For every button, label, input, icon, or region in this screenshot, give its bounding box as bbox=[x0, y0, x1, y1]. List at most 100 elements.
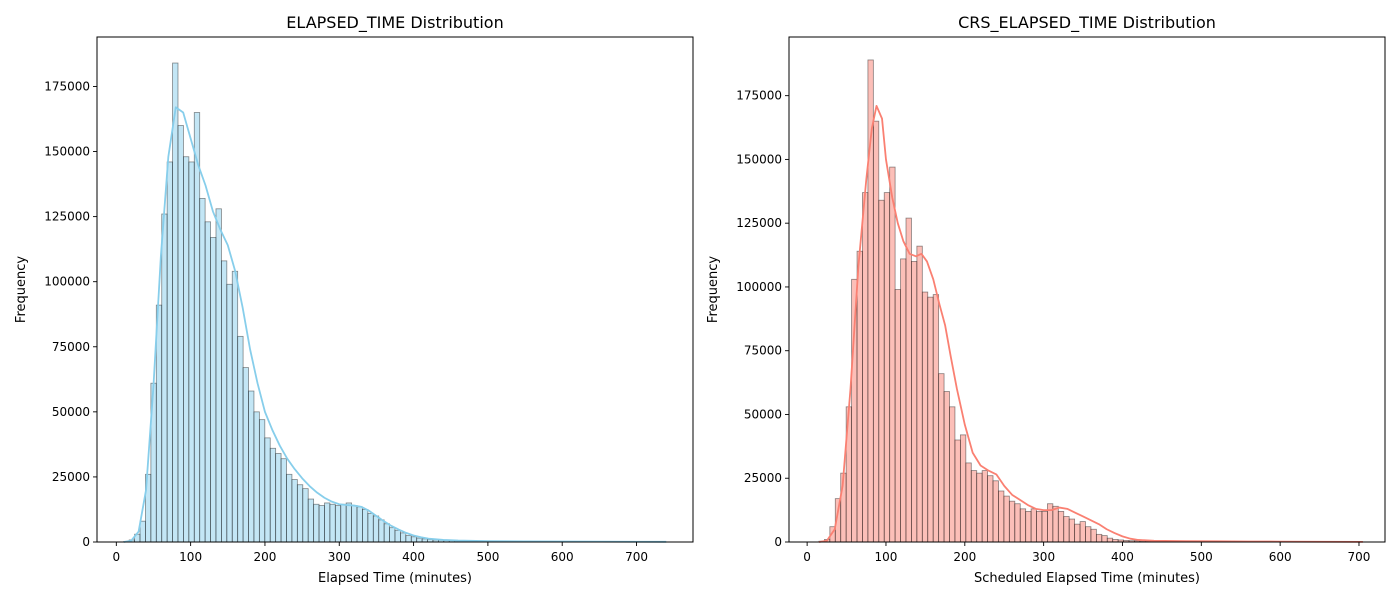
chart-title: CRS_ELAPSED_TIME Distribution bbox=[958, 13, 1216, 33]
histogram-bar bbox=[345, 502, 352, 543]
histogram-bar bbox=[965, 462, 972, 543]
x-tick-label: 400 bbox=[402, 550, 425, 564]
histogram-bar bbox=[1090, 528, 1097, 543]
x-tick-label: 200 bbox=[253, 550, 276, 564]
histogram-bar bbox=[1008, 500, 1016, 543]
x-tick-label: 600 bbox=[551, 550, 574, 564]
histogram-bar bbox=[296, 484, 304, 543]
histogram-bar bbox=[1014, 503, 1021, 543]
axes-frame bbox=[788, 36, 1386, 543]
histogram-bar bbox=[1057, 510, 1065, 543]
histogram-bar bbox=[389, 527, 396, 543]
histogram-bar bbox=[883, 192, 891, 543]
histogram-bar bbox=[351, 505, 358, 543]
histogram-bar bbox=[258, 419, 266, 543]
histogram-bar bbox=[378, 519, 385, 543]
histogram-bar bbox=[1036, 510, 1043, 543]
y-tick-label: 0 bbox=[82, 535, 90, 549]
bars bbox=[818, 59, 1364, 543]
histogram-bar bbox=[242, 367, 249, 543]
histogram-bar bbox=[139, 520, 146, 543]
histogram-bar bbox=[949, 406, 956, 543]
histogram-bar bbox=[248, 390, 255, 543]
histogram-bar bbox=[911, 261, 918, 543]
y-tick-label: 150000 bbox=[736, 152, 782, 166]
kde-line bbox=[818, 104, 1363, 543]
y-tick-label: 75000 bbox=[744, 344, 782, 358]
histogram-bar bbox=[916, 245, 923, 543]
histogram-bar bbox=[367, 512, 374, 543]
x-tick-label: 300 bbox=[1032, 550, 1055, 564]
histogram-bar bbox=[992, 480, 999, 543]
y-tick-label: 125000 bbox=[44, 210, 90, 224]
y-axis-label: Frequency bbox=[706, 256, 721, 323]
histogram-bar bbox=[998, 490, 1005, 543]
x-tick-label: 500 bbox=[1190, 550, 1213, 564]
histogram-panel-crs-elapsed-time: 0 100 200 300 400 500 600 700 0 25000 50000 75000 10… bbox=[706, 13, 1386, 586]
y-tick-label: 125000 bbox=[736, 216, 782, 230]
histogram-bar bbox=[1068, 518, 1076, 543]
histogram-bar bbox=[1019, 508, 1027, 543]
histogram-bar bbox=[970, 470, 978, 543]
histogram-bar bbox=[405, 535, 412, 543]
histogram-bar bbox=[286, 473, 293, 543]
histogram-bar bbox=[943, 391, 950, 543]
histogram-bar bbox=[269, 447, 277, 543]
histogram-bar bbox=[1085, 526, 1092, 543]
histogram-bar bbox=[900, 258, 907, 543]
y-tick-label: 25000 bbox=[744, 471, 782, 485]
histogram-bar bbox=[856, 250, 863, 543]
histogram-bar bbox=[987, 475, 994, 543]
histogram-bar bbox=[862, 192, 869, 543]
histogram-bar bbox=[905, 217, 912, 543]
histogram-bar bbox=[1095, 533, 1103, 543]
x-tick-label: 0 bbox=[803, 550, 811, 564]
histogram-bar bbox=[400, 532, 407, 543]
histogram-bar bbox=[889, 166, 896, 543]
x-tick-label: 400 bbox=[1111, 550, 1134, 564]
bars bbox=[123, 62, 667, 543]
histogram-bar bbox=[981, 470, 988, 543]
x-axis-label: Elapsed Time (minutes) bbox=[318, 571, 472, 586]
histogram-bar bbox=[932, 294, 940, 543]
y-tick-label: 100000 bbox=[736, 280, 782, 294]
histogram-bar bbox=[188, 161, 195, 543]
histogram-bar bbox=[976, 472, 983, 543]
histogram-bar bbox=[938, 373, 945, 543]
histogram-bar bbox=[1030, 508, 1037, 543]
y-tick-label: 175000 bbox=[736, 89, 782, 103]
x-tick-label: 100 bbox=[875, 550, 898, 564]
histogram-bar bbox=[878, 199, 885, 543]
histogram-bar bbox=[1063, 516, 1070, 543]
y-tick-label: 50000 bbox=[744, 407, 782, 421]
histogram-bar bbox=[372, 515, 380, 543]
histogram-bar bbox=[959, 434, 967, 543]
x-tick-label: 700 bbox=[625, 550, 648, 564]
histogram-bar bbox=[220, 260, 228, 543]
histogram-bar bbox=[927, 296, 934, 543]
histogram-bar bbox=[921, 291, 929, 543]
histogram-bar bbox=[166, 161, 173, 543]
histogram-bar bbox=[872, 120, 880, 543]
kde-line bbox=[123, 106, 667, 543]
y-tick-label: 0 bbox=[774, 535, 782, 549]
histogram-bar bbox=[177, 125, 184, 543]
histogram-bar bbox=[362, 509, 369, 543]
histogram-bar bbox=[894, 289, 901, 543]
axes-frame bbox=[96, 36, 694, 543]
histogram-bar bbox=[334, 505, 342, 543]
histogram-bar bbox=[356, 506, 363, 543]
histogram-bar bbox=[275, 453, 282, 543]
histogram-bar bbox=[1101, 535, 1108, 543]
histogram-bar bbox=[172, 62, 179, 543]
y-tick-label: 100000 bbox=[44, 275, 90, 289]
histogram-bar bbox=[155, 304, 163, 543]
histogram-bar bbox=[1041, 510, 1048, 543]
histogram-bar bbox=[1025, 510, 1032, 543]
histogram-bar bbox=[1074, 523, 1081, 543]
y-tick-label: 75000 bbox=[52, 340, 90, 354]
histogram-bar bbox=[307, 498, 315, 543]
y-tick-label: 175000 bbox=[44, 79, 90, 93]
histogram-bar bbox=[1079, 521, 1086, 543]
x-tick-label: 200 bbox=[953, 550, 976, 564]
